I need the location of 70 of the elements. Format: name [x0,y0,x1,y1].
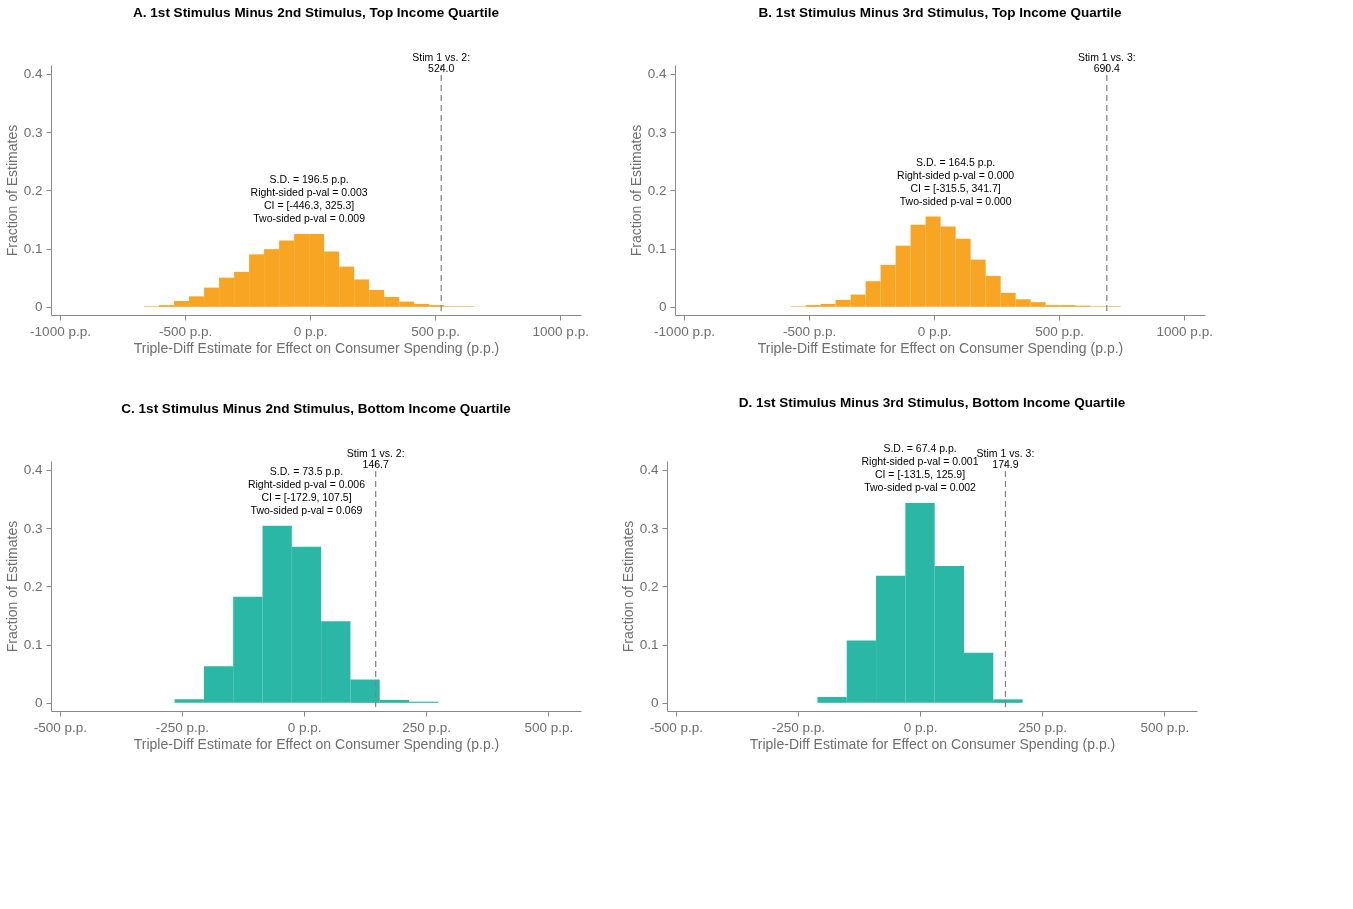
y-tick-label: 0.4 [23,462,43,478]
x-axis-title: Triple-Diff Estimate for Effect on Consumer Spending (p.p.) [757,340,1124,356]
y-tick-label: 0 [658,299,667,315]
y-axis-title: Fraction of Estimates [619,520,636,653]
annotation: Two-sided p-val = 0.002 [864,480,977,493]
y-tick-label: 0.2 [23,578,43,594]
x-tick-label: -250 p.p. [155,719,210,735]
chart-title: D. 1st Stimulus Minus 3rd Stimulus, Bottom Income Quartile [738,395,1126,411]
x-tick-label: -500 p.p. [33,719,87,735]
x-tick-label: 1000 p.p. [532,323,589,339]
annotation: Right-sided p-val = 0.000 [897,168,1015,181]
y-tick-label: 0 [34,695,43,711]
x-axis-title: Triple-Diff Estimate for Effect on Consumer Spending (p.p.) [133,736,500,752]
y-axis-title: Fraction of Estimates [3,124,20,257]
annotation: S.D. = 164.5 p.p. [916,155,996,168]
x-tick-label: 1000 p.p. [1156,323,1213,339]
x-tick-label: -1000 p.p. [654,323,715,339]
x-tick-label: 0 p.p. [293,323,328,339]
ref-line-label: Stim 1 vs. 2: 524.0 [412,51,471,74]
x-tick-label: 0 p.p. [917,323,952,339]
chart-title: A. 1st Stimulus Minus 2nd Stimulus, Top Income Quartile [133,4,500,20]
x-tick-label: -500 p.p. [158,323,213,339]
y-tick-label: 0.2 [647,182,667,198]
x-tick-label: 500 p.p. [1140,719,1190,735]
annotation: Two-sided p-val = 0.009 [253,212,366,224]
annotation: S.D. = 196.5 p.p. [269,173,349,185]
x-tick-label: -250 p.p. [771,719,826,735]
y-tick-label: 0.3 [23,124,43,140]
annotation: Two-sided p-val = 0.069 [250,503,363,516]
chart-title: C. 1st Stimulus Minus 2nd Stimulus, Bottom Income Quartile [121,400,512,416]
y-tick-label: 0.1 [23,637,43,653]
annotation: Right-sided p-val = 0.003 [250,186,368,198]
chart-title: B. 1st Stimulus Minus 3rd Stimulus, Top Income Quartile [758,4,1122,20]
x-tick-label: 0 p.p. [903,719,938,735]
y-axis-title: Fraction of Estimates [627,124,644,257]
y-tick-label: 0.4 [647,66,667,82]
x-tick-label: 0 p.p. [287,719,322,735]
x-axis-title: Triple-Diff Estimate for Effect on Consumer Spending (p.p.) [749,736,1116,752]
x-tick-label: 500 p.p. [1035,323,1085,339]
y-tick-label: 0.4 [23,66,43,82]
annotation: Right-sided p-val = 0.006 [247,477,366,490]
annotation: CI = [-172.9, 107.5] [261,490,352,503]
y-tick-label: 0 [650,695,659,711]
x-tick-label: 500 p.p. [411,323,461,339]
ref-line-label: Stim 1 vs. 2: 146.7 [346,447,405,470]
y-tick-label: 0.2 [23,182,43,198]
annotation: CI = [-131.5, 125.9] [874,467,966,480]
annotation: CI = [-446.3, 325.3] [264,199,355,211]
y-tick-label: 0.2 [639,578,659,594]
annotation: S.D. = 73.5 p.p. [269,464,344,477]
annotation: CI = [-315.5, 341.7] [910,181,1001,194]
y-tick-label: 0.3 [639,520,659,536]
x-tick-label: 250 p.p. [402,719,452,735]
y-tick-label: 0.4 [639,462,659,478]
y-tick-label: 0 [34,299,43,315]
x-tick-label: -500 p.p. [782,323,837,339]
y-tick-label: 0.1 [647,241,667,257]
x-tick-label: 250 p.p. [1018,719,1068,735]
y-tick-label: 0.1 [639,637,659,653]
x-tick-label: 500 p.p. [524,719,574,735]
ref-line-label: Stim 1 vs. 3: 690.4 [1077,51,1136,74]
x-axis-title: Triple-Diff Estimate for Effect on Consumer Spending (p.p.) [133,340,500,356]
x-tick-label: -500 p.p. [649,719,703,735]
text: S.D. = 67.4 p.p. [883,441,957,454]
y-tick-label: 0.1 [23,241,43,257]
x-tick-label: -1000 p.p. [30,323,91,339]
annotation: Two-sided p-val = 0.000 [899,194,1012,207]
y-tick-label: 0.3 [23,520,43,536]
y-axis-title: Fraction of Estimates [3,520,20,653]
y-tick-label: 0.3 [647,124,667,140]
